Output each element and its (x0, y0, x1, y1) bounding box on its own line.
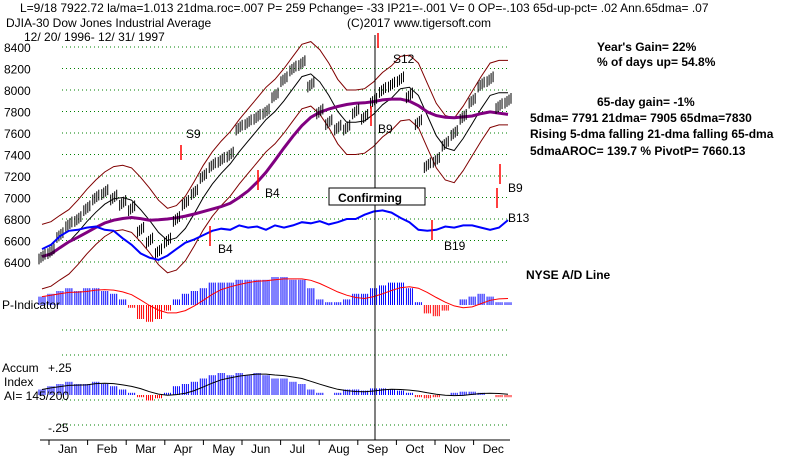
info-text: 5dma= 7791 21dma= 7905 65dma=7830 (530, 111, 752, 125)
ma65-line (41, 97, 509, 259)
y-tick-label: 7400 (4, 149, 31, 163)
info-text: NYSE A/D Line (526, 268, 611, 282)
month-label: Jul (290, 442, 305, 456)
signal-s9: S9 (186, 127, 201, 141)
minus-label: -.25 (48, 421, 69, 435)
ad-line (41, 209, 509, 261)
accum-label: Index (4, 375, 33, 389)
y-tick-label: 8400 (4, 41, 31, 55)
info-text: 65-day gain= -1% (597, 95, 695, 109)
month-label: Jun (251, 442, 270, 456)
p-indicator-ma (41, 278, 509, 314)
y-tick-label: 6600 (4, 235, 31, 249)
date-range: 12/ 20/ 1996- 12/ 31/ 1997 (24, 30, 165, 44)
signal-b9: B9 (508, 181, 523, 195)
signal-b19: B19 (444, 239, 466, 253)
confirming-box (328, 187, 426, 206)
month-label: Apr (174, 442, 193, 456)
lower-band (41, 105, 508, 290)
info-text: % of days up= 54.8% (597, 55, 716, 69)
month-label: Oct (405, 442, 424, 456)
confirming-label: Confirming (338, 191, 402, 205)
copyright: (C)2017 www.tigersoft.com (347, 16, 491, 30)
y-tick-label: 8200 (4, 63, 31, 77)
accum-ma (41, 373, 509, 397)
ai-label: AI= 145/200 (4, 389, 69, 403)
info-text: Year's Gain= 22% (597, 40, 697, 54)
y-tick-label: 7800 (4, 106, 31, 120)
signal-b13: B13 (508, 211, 530, 225)
month-label: Feb (97, 442, 118, 456)
y-tick-label: 7000 (4, 192, 31, 206)
signal-b4: B4 (265, 186, 280, 200)
y-tick-label: 6400 (4, 256, 31, 270)
month-label: Dec (483, 442, 504, 456)
info-text: Rising 5-dma falling 21-dma falling 65-d… (530, 127, 774, 141)
y-tick-label: 8000 (4, 84, 31, 98)
p-indicator-label: P-Indicator (2, 298, 60, 312)
y-tick-label: 7600 (4, 127, 31, 141)
upper-band (41, 41, 508, 225)
month-label: Sep (367, 442, 389, 456)
month-label: Jan (58, 442, 77, 456)
signal-s12: S12 (393, 52, 415, 66)
chart-title: DJIA-30 Dow Jones Industrial Average (6, 16, 212, 30)
accum-label: Accum (2, 361, 39, 375)
header-stats: L=9/18 7922.72 la/ma=1.013 21dma.roc=.00… (20, 1, 709, 15)
y-tick-label: 7200 (4, 170, 31, 184)
month-label: May (212, 442, 235, 456)
month-label: Nov (444, 442, 465, 456)
signal-b4: B4 (218, 242, 233, 256)
plus-label: +.25 (48, 361, 72, 375)
info-text: 5dmaAROC= 139.7 % PivotP= 7660.13 (530, 144, 746, 158)
ma21-line (41, 73, 508, 258)
month-label: Aug (328, 442, 349, 456)
y-tick-label: 6800 (4, 213, 31, 227)
signal-b9: B9 (378, 122, 393, 136)
month-label: Mar (135, 442, 156, 456)
